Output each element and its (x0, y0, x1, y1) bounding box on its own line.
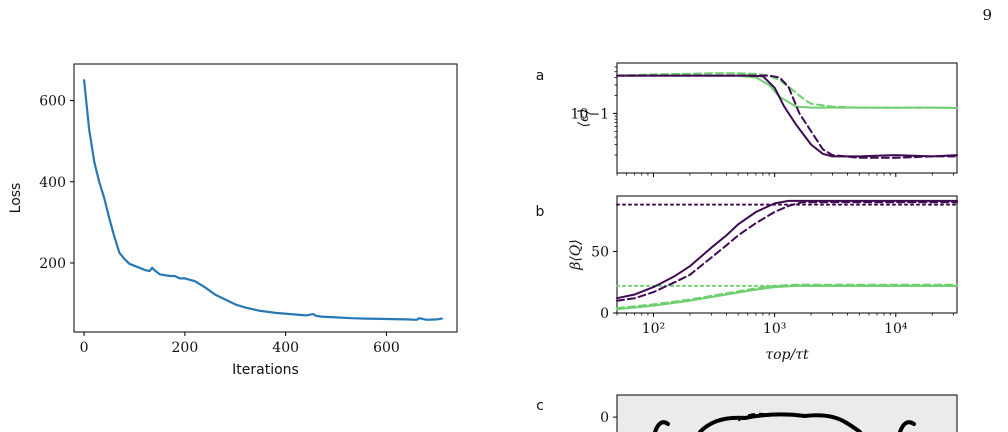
panel-c-trace (653, 420, 670, 432)
panel-b-series (616, 201, 958, 302)
panel-b-series (616, 284, 958, 311)
loss-xtick-label: 200 (172, 340, 199, 356)
panel-c-label: c (536, 398, 544, 414)
panel-c-trace (737, 412, 771, 422)
panel-a-frame (616, 62, 958, 174)
loss-ytick-label: 200 (39, 256, 66, 272)
loss-xtick-label: 0 (80, 340, 89, 356)
panel-a-series (616, 74, 958, 109)
page-number: 9 (982, 6, 992, 24)
loss-xtick-label: 600 (373, 340, 400, 356)
panel-a-ylabel: ⟨ϵ⟩ (576, 109, 592, 128)
panel-b-series (616, 199, 958, 300)
loss-xtick-label: 400 (272, 340, 299, 356)
panel-b-ytick-label: 50 (591, 244, 609, 260)
panel-c-trace (698, 412, 862, 432)
loss-ytick-label: 600 (39, 94, 66, 110)
panel-b-label: b (536, 204, 545, 220)
loss-axes-frame (73, 63, 458, 333)
panel-a-series (616, 72, 958, 109)
loss-xlabel: Iterations (232, 362, 299, 378)
loss-curve (83, 79, 443, 321)
loss-ylabel: Loss (8, 183, 24, 214)
loss-ytick-label: 400 (39, 175, 66, 191)
panel-a-ytick-label: 10−1 (571, 106, 609, 122)
panel-b-ytick-label: 0 (600, 306, 609, 322)
panel-b-xlabel: τop/τt (765, 347, 809, 363)
panel-b-xtick-label: 10⁴ (884, 321, 908, 337)
panel-a-series (616, 74, 958, 159)
panel-b-series (616, 283, 958, 310)
panel-c-trace (898, 420, 916, 432)
panel-b-ylabel: β⟨Q⟩ (568, 239, 584, 271)
panel-b-xtick-label: 10² (642, 321, 665, 337)
panel-b-frame (616, 195, 958, 314)
panel-c-ytick-label: 0 (600, 410, 609, 426)
panel-b-xtick-label: 10³ (763, 321, 786, 337)
panel-a-series (616, 74, 958, 158)
panel-a-label: a (536, 68, 545, 84)
